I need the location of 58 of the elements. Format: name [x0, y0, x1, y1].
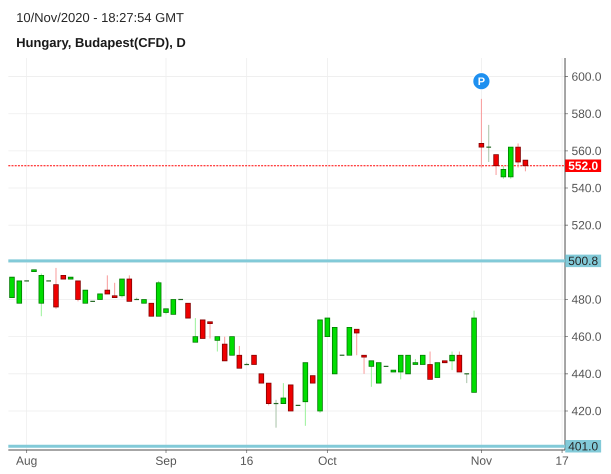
candlestick: [280, 382, 286, 404]
candlestick: [229, 336, 235, 356]
candlestick: [82, 290, 88, 304]
candlestick: [354, 328, 360, 356]
candlestick: [207, 321, 213, 340]
candlestick: [500, 165, 506, 180]
candlestick: [449, 351, 455, 371]
candlestick: [361, 354, 367, 374]
y-tick-label: 420.0: [572, 406, 601, 416]
x-tick-label: 16: [240, 456, 253, 465]
candlestick: [75, 280, 81, 302]
y-tick-label: 440.0: [572, 370, 601, 378]
candlestick: [434, 362, 440, 378]
candlestick: [427, 351, 433, 380]
chart-subtitle: Hungary, Budapest(CFD), D: [17, 38, 186, 50]
x-tick-label: Sep: [156, 456, 176, 468]
candlestick: [185, 302, 191, 318]
ref-line-label: 552.0: [568, 162, 598, 170]
candlestick: [486, 124, 492, 163]
ref-line-label: 500.8: [568, 256, 598, 266]
x-tick-label: Nov: [472, 456, 492, 465]
candlestick: [251, 354, 257, 365]
x-tick-label: Aug: [16, 456, 37, 468]
candlestick: [456, 351, 462, 372]
candlestick: [104, 274, 110, 294]
candlestick: [376, 362, 382, 384]
y-tick-label: 560.0: [572, 146, 601, 156]
annotation: P: [478, 77, 485, 85]
candlestick: [126, 274, 132, 302]
candlestick: [398, 354, 404, 380]
candlestick: [420, 354, 426, 365]
candlestick: [266, 382, 272, 406]
candlestick: [112, 282, 118, 298]
candlestick: [222, 336, 228, 362]
candlestick: [192, 318, 198, 343]
y-tick-label: 600.0: [572, 72, 601, 81]
candlestick: [464, 373, 470, 384]
candlestick: [258, 373, 264, 384]
candlestick: [53, 267, 59, 310]
x-tick-label: 17: [556, 456, 568, 465]
candlestick: [236, 345, 242, 369]
y-tick-label: 540.0: [572, 184, 601, 192]
candlestick: [9, 276, 15, 298]
candlestick: [368, 360, 374, 388]
candlestick: [493, 154, 499, 176]
ref-line-label: 401.0: [568, 442, 598, 450]
candlestick: [119, 278, 125, 298]
candlestick: [148, 302, 154, 317]
candlestick: [16, 280, 22, 304]
candlestick: [214, 336, 220, 352]
y-tick-label: 580.0: [572, 109, 601, 118]
chart-title: 10/Nov/2020 - 18:27:54 GMT: [17, 12, 184, 22]
candlestick: [200, 320, 206, 339]
y-tick-label: 520.0: [572, 220, 601, 230]
y-tick-label: 460.0: [572, 332, 601, 341]
y-tick-label: 480.0: [572, 295, 601, 304]
x-tick-label: Oct: [318, 456, 337, 465]
candlestick: [478, 98, 484, 168]
